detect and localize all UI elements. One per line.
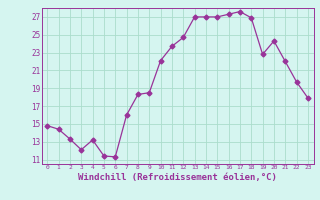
X-axis label: Windchill (Refroidissement éolien,°C): Windchill (Refroidissement éolien,°C) xyxy=(78,173,277,182)
